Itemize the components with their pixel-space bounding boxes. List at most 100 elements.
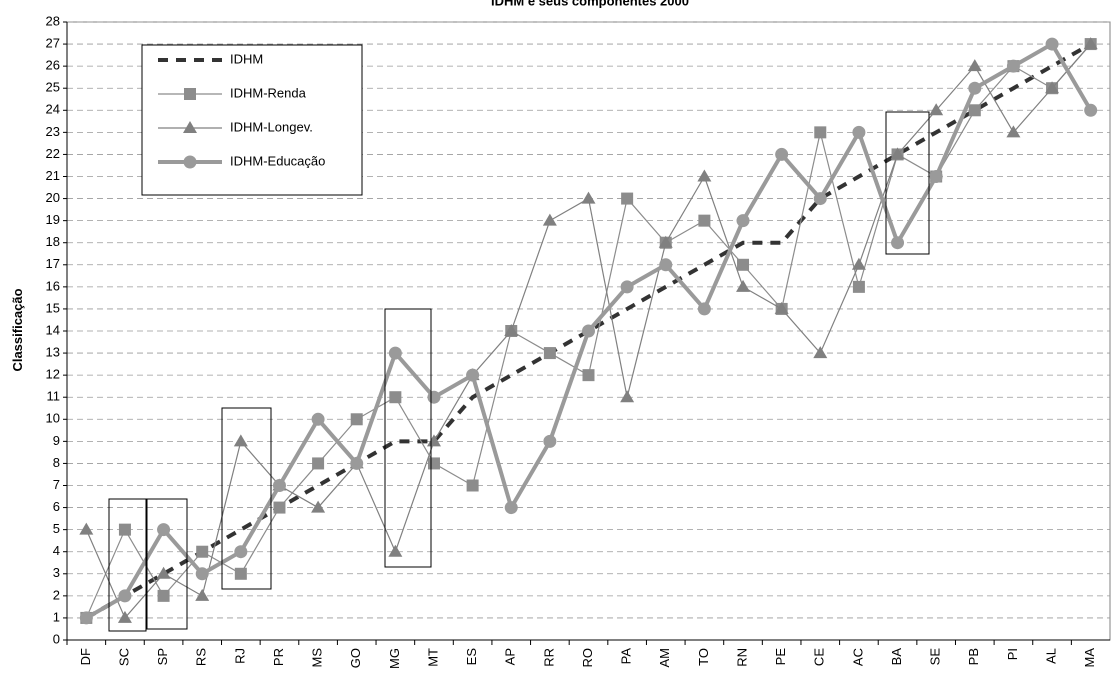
y-axis-label: Classificação (10, 288, 25, 371)
x-tick-label: TO (696, 648, 711, 666)
x-tick-label: RR (541, 648, 556, 667)
x-tick-label: SE (928, 648, 943, 666)
y-tick-label: 26 (46, 58, 60, 73)
x-tick-label: PE (773, 648, 788, 666)
x-tick-label: AP (503, 648, 518, 665)
series-line (85, 42, 1092, 620)
marker (1083, 37, 1098, 50)
marker (272, 479, 286, 492)
legend-box (141, 44, 363, 196)
y-tick-label: 10 (46, 411, 60, 426)
y-tick-label: 7 (53, 477, 60, 492)
y-tick-label: 8 (53, 455, 60, 470)
marker (79, 522, 94, 535)
x-tick-label: AL (1043, 648, 1058, 664)
marker (196, 545, 209, 558)
x-tick-label: RN (734, 648, 749, 667)
marker (814, 126, 827, 139)
marker (118, 523, 131, 536)
marker (775, 147, 789, 161)
y-tick-label: 17 (46, 256, 60, 271)
y-tick-label: 11 (47, 389, 61, 404)
x-tick-label: BA (889, 648, 904, 666)
marker (350, 413, 363, 426)
x-tick-label: SP (155, 648, 170, 665)
y-tick-label: 3 (53, 565, 60, 580)
y-tick-label: 4 (53, 543, 60, 558)
marker (426, 434, 441, 447)
marker (967, 59, 982, 72)
legend-marker (184, 88, 196, 100)
marker (1084, 103, 1098, 117)
marker (1006, 59, 1020, 73)
marker (582, 369, 595, 382)
marker (156, 566, 171, 579)
marker (79, 611, 93, 625)
marker (736, 214, 750, 228)
x-tick-label: MS (310, 648, 325, 668)
marker (543, 434, 557, 448)
marker (852, 125, 866, 139)
y-tick-label: 20 (46, 190, 60, 205)
chart-title: IDHM e seus componentes 2000 (491, 0, 689, 8)
marker (929, 103, 944, 116)
marker (195, 567, 209, 581)
marker (621, 192, 634, 205)
y-tick-label: 21 (46, 168, 60, 183)
marker (813, 192, 827, 206)
x-tick-label: RO (580, 648, 595, 668)
marker (851, 257, 866, 270)
marker (388, 346, 402, 360)
y-tick-label: 27 (46, 36, 60, 51)
marker (504, 324, 519, 336)
y-tick-label: 16 (46, 278, 60, 293)
legend-label: IDHM-Longev. (230, 119, 313, 134)
marker (813, 346, 828, 359)
x-tick-label: SC (116, 648, 131, 666)
marker (542, 213, 557, 226)
x-tick-label: AM (657, 648, 672, 668)
marker (929, 170, 943, 183)
marker (234, 545, 248, 559)
y-tick-label: 24 (46, 102, 60, 117)
marker (891, 236, 905, 250)
marker (736, 279, 751, 292)
x-tick-label: PI (1005, 648, 1020, 660)
highlight-box (146, 498, 188, 630)
marker (273, 501, 286, 514)
marker (968, 81, 982, 95)
legend-marker (183, 121, 197, 133)
marker (698, 214, 711, 227)
x-tick-label: GO (348, 648, 363, 668)
x-tick-label: PB (966, 648, 981, 665)
x-tick-label: PA (619, 648, 634, 665)
marker (581, 191, 596, 204)
marker (388, 544, 403, 557)
highlight-box (221, 407, 272, 590)
x-tick-label: RS (194, 648, 209, 666)
marker (543, 347, 556, 360)
marker (389, 391, 402, 404)
marker (311, 412, 325, 426)
marker (697, 169, 712, 182)
y-tick-label: 1 (53, 609, 60, 624)
marker (697, 302, 711, 316)
x-tick-label: MA (1082, 648, 1097, 668)
marker (504, 501, 518, 515)
marker (157, 523, 171, 537)
x-tick-label: MG (387, 648, 402, 669)
marker (658, 235, 673, 248)
highlight-box (885, 111, 930, 255)
y-tick-label: 5 (53, 521, 60, 536)
marker (1006, 125, 1021, 138)
marker (620, 280, 634, 294)
y-tick-label: 13 (46, 345, 60, 360)
highlight-box (384, 308, 432, 568)
y-tick-label: 22 (46, 146, 60, 161)
x-tick-label: PR (271, 648, 286, 666)
marker (233, 434, 248, 447)
marker (350, 456, 364, 470)
y-tick-label: 23 (46, 124, 60, 139)
marker (427, 457, 440, 470)
